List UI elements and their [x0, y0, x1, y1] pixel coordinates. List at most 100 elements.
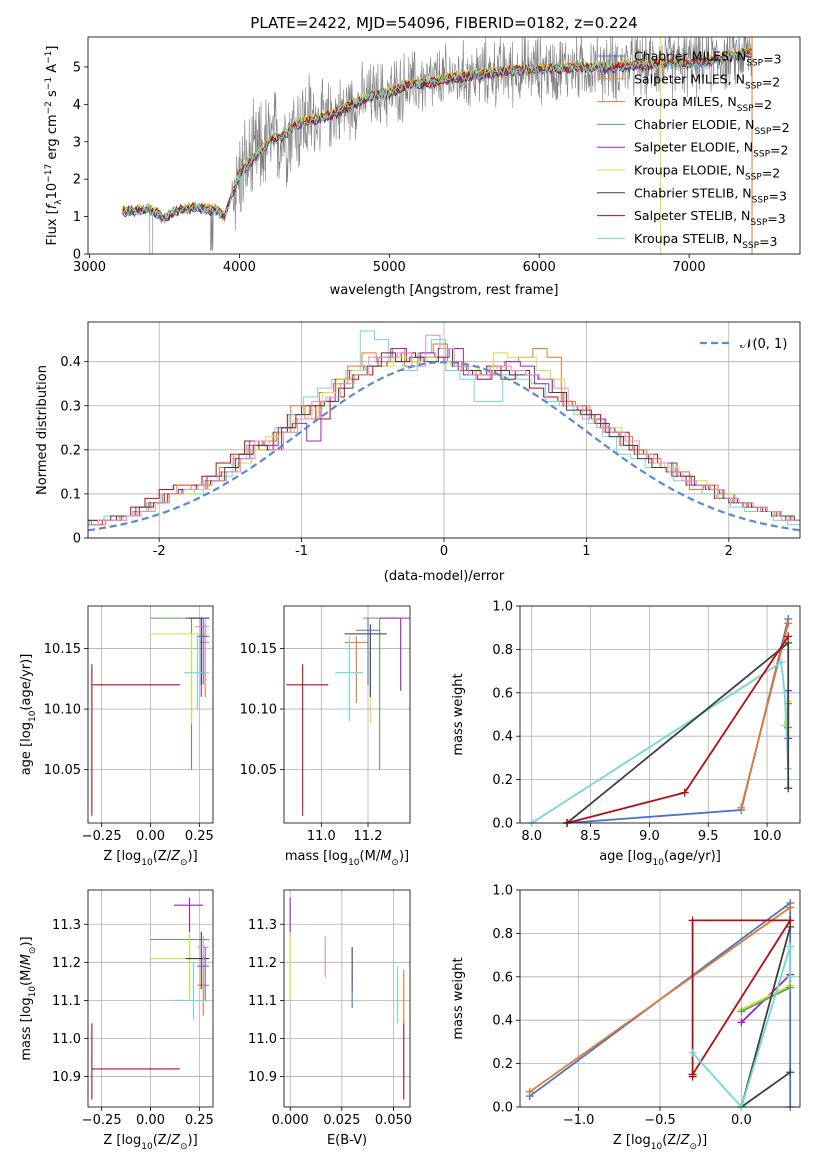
- mass_vs_ebv-frame: [283, 889, 411, 1108]
- mass_weight_vs_Z-point-marker: [786, 903, 795, 912]
- mass_weight_vs_Z-ytick-label: 0.2: [492, 1057, 513, 1072]
- spectrum-ytick-label: 3: [73, 135, 81, 150]
- mass_vs_Z-ylabel: mass [log10(M/M⊙)]: [19, 936, 38, 1060]
- residual-histogram: [88, 330, 800, 526]
- age_vs_mass-xtick-label: 11.2: [354, 829, 383, 844]
- mass_weight_vs_Z-series-line: [741, 984, 791, 1011]
- mass_vs_ebv-ytick-label: 10.9: [248, 1070, 277, 1085]
- mass_weight_vs_Z-xtick-label: 0.0: [731, 1113, 752, 1128]
- spectrum-model-line: [122, 47, 753, 222]
- mass_vs_ebv-xtick-label: 0.025: [323, 1113, 360, 1128]
- spectrum-xtick-label: 4000: [223, 260, 256, 275]
- mass_vs_Z-ytick-label: 11.3: [52, 918, 81, 933]
- spectrum-xlabel: wavelength [Angstrom, rest frame]: [330, 283, 559, 298]
- mass_vs_Z-xtick-label: 0.25: [185, 1113, 214, 1128]
- mass_weight_vs_Z-ytick-label: 0.6: [492, 970, 513, 985]
- residuals-ytick-label: 0: [73, 532, 81, 547]
- mass_weight_vs_Z-ytick-label: 0.8: [492, 927, 513, 942]
- residuals-ytick-label: 0.1: [60, 487, 81, 502]
- spectrum-ytick-label: 5: [73, 60, 81, 75]
- mass_weight_vs_Z-series-line: [740, 973, 791, 1024]
- residuals-xtick-label: 0: [440, 544, 448, 559]
- residual-histogram: [88, 343, 800, 526]
- spectrum-xtick-label: 6000: [523, 260, 556, 275]
- mass_vs_ebv-xtick-label: 0.000: [272, 1113, 309, 1128]
- mass_weight_vs_Z-ytick-label: 0.4: [492, 1014, 513, 1029]
- age_vs_Z-xtick-label: −0.25: [82, 829, 122, 844]
- age_vs_Z-xtick-label: 0.00: [136, 829, 165, 844]
- mass_weight_vs_Z-xtick-label: −1.0: [563, 1113, 595, 1128]
- residual-histogram: [88, 347, 800, 521]
- residuals-xtick-label: 2: [725, 544, 733, 559]
- spectrum-xtick-label: 5000: [373, 260, 406, 275]
- mass_vs_Z-frame: [87, 889, 214, 1108]
- mass_weight_vs_Z-series-line: [529, 906, 791, 1093]
- age_vs_Z-ytick-label: 10.10: [44, 703, 81, 718]
- mass_weight_vs_Z-point-marker: [786, 983, 795, 992]
- residuals-ytick-label: 0.4: [60, 355, 81, 370]
- mass_weight_vs_Z-point-marker: [737, 1007, 746, 1016]
- mass_weight_vs_Z-point-marker: [688, 916, 697, 925]
- mass_weight_vs_age-ytick-label: 0.6: [492, 686, 513, 701]
- mass_vs_ebv-ytick-label: 11.1: [248, 994, 277, 1009]
- mass_weight_vs_age-point-marker: [784, 784, 793, 793]
- mass_vs_Z-xtick-label: −0.25: [82, 1113, 122, 1128]
- residuals-ytick-label: 0.3: [60, 399, 81, 414]
- mass_weight_vs_Z-series-line: [741, 986, 791, 1013]
- residual-histogram: [88, 352, 800, 526]
- gaussian-reference-line: [87, 360, 801, 532]
- age_vs_mass-ytick-label: 10.10: [240, 703, 277, 718]
- residuals-ytick-label: 0.2: [60, 443, 81, 458]
- mass_weight_vs_Z-point-marker: [525, 1087, 534, 1096]
- legend-label: Salpeter STELIB, NSSP=3: [634, 208, 786, 228]
- mass_weight_vs_age-series-line: [740, 623, 790, 809]
- legend-label: 𝒩(0, 1): [740, 337, 787, 352]
- legend-label: Kroupa STELIB, NSSP=3: [634, 231, 778, 251]
- residuals-ylabel: Normed distribution: [35, 365, 50, 495]
- mass_vs_ebv-ytick-label: 11.2: [248, 956, 277, 971]
- legend-label: Chabrier MILES, NSSP=3: [634, 49, 782, 69]
- legend-label: Salpeter MILES, NSSP=2: [634, 71, 780, 91]
- mass_vs_Z-ytick-label: 11.0: [52, 1032, 81, 1047]
- legend-label: Salpeter ELODIE, NSSP=2: [634, 140, 788, 160]
- spectrum-frame: [87, 36, 801, 255]
- residuals-frame: [87, 321, 801, 539]
- legend-label: Chabrier ELODIE, NSSP=2: [634, 117, 790, 137]
- age_vs_mass-ytick-label: 10.15: [240, 642, 277, 657]
- mass_weight_vs_age-xtick-label: 9.5: [698, 829, 719, 844]
- mass_vs_Z-ytick-label: 11.1: [52, 994, 81, 1009]
- age_vs_Z-xtick-label: 0.25: [185, 829, 214, 844]
- mass_weight_vs_Z-xtick-label: −0.5: [644, 1113, 676, 1128]
- mass_vs_ebv-xtick-label: 0.050: [375, 1113, 412, 1128]
- spectrum-title: PLATE=2422, MJD=54096, FIBERID=0182, z=0…: [250, 14, 637, 32]
- residuals-xtick-label: -1: [295, 544, 308, 559]
- mass_weight_vs_age-xtick-label: 9.0: [639, 829, 660, 844]
- mass_weight_vs_age-ytick-label: 0.2: [492, 773, 513, 788]
- age_vs_mass-xlabel: mass [log10(M/M⊙)]: [285, 849, 409, 868]
- spectrum-ytick-label: 4: [73, 98, 81, 113]
- mass_weight_vs_age-point-marker: [680, 788, 689, 797]
- age_vs_Z-xlabel: Z [log10(Z/Z⊙)]: [103, 849, 197, 868]
- age_vs_Z-frame: [87, 605, 214, 824]
- legend-label: Chabrier STELIB, NSSP=3: [634, 185, 787, 205]
- mass_weight_vs_Z-point-marker: [786, 1068, 795, 1077]
- mass_vs_ebv-ytick-label: 11.0: [248, 1032, 277, 1047]
- mass_weight_vs_age-point-marker: [784, 619, 793, 628]
- residual-histogram: [88, 352, 800, 521]
- residual-histogram: [88, 347, 800, 521]
- mass_weight_vs_Z-ytick-label: 1.0: [492, 884, 513, 899]
- mass_vs_Z-xtick-label: 0.00: [136, 1113, 165, 1128]
- mass_weight_vs_Z-series-line: [691, 919, 792, 1077]
- mass_vs_Z-xlabel: Z [log10(Z/Z⊙)]: [103, 1133, 197, 1152]
- mass_vs_ebv-xlabel: E(B-V): [327, 1133, 367, 1148]
- mass_weight_vs_age-xtick-label: 10.0: [753, 829, 782, 844]
- legend-label: Kroupa ELODIE, NSSP=2: [634, 163, 780, 183]
- legend-label: Kroupa MILES, NSSP=2: [634, 94, 772, 114]
- mass_weight_vs_age-series-line: [531, 660, 790, 823]
- spectrum-ytick-label: 0: [73, 248, 81, 263]
- spectrum-xtick-label: 3000: [73, 260, 106, 275]
- mass_vs_Z-ytick-label: 11.2: [52, 956, 81, 971]
- mass_weight_vs_age-series-line: [566, 641, 790, 823]
- mass_weight_vs_age-point-marker: [784, 632, 793, 641]
